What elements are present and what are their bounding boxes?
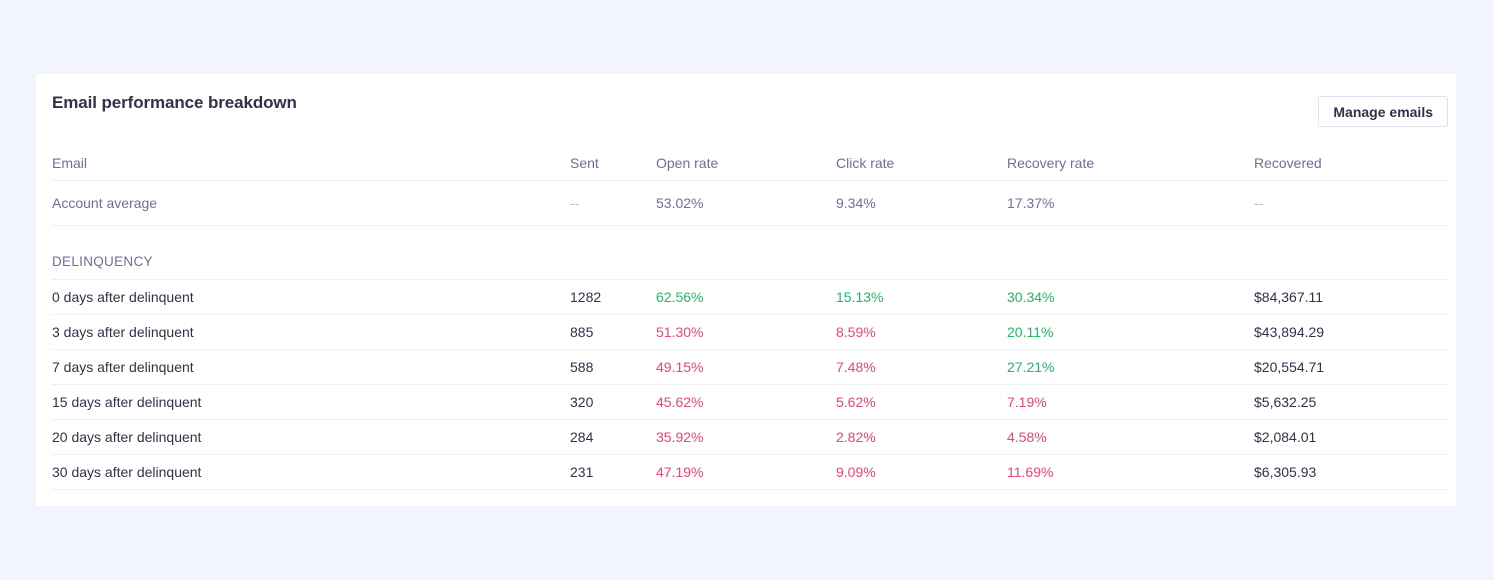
- column-header-sent: Sent: [570, 146, 656, 181]
- account-average-sent: --: [570, 180, 656, 226]
- open-rate-cell: 45.62%: [656, 384, 836, 420]
- email-performance-table: Email Sent Open rate Click rate Recovery…: [52, 146, 1448, 490]
- open-rate-cell: 35.92%: [656, 419, 836, 455]
- sent-cell: 231: [570, 454, 656, 490]
- email-rows: 0 days after delinquent 1282 62.56% 15.13% 3…: [52, 279, 1448, 490]
- open-rate-cell: 51.30%: [656, 314, 836, 350]
- recovered-cell: $20,554.71: [1254, 349, 1448, 385]
- click-rate-cell: 2.82%: [836, 419, 1007, 455]
- sent-cell: 320: [570, 384, 656, 420]
- open-rate-cell: 62.56%: [656, 279, 836, 315]
- account-average-recovered: --: [1254, 180, 1448, 226]
- manage-emails-button[interactable]: Manage emails: [1318, 96, 1448, 127]
- recovery-rate-cell: 30.34%: [1007, 279, 1254, 315]
- account-average-open-rate: 53.02%: [656, 180, 836, 226]
- table-row[interactable]: 0 days after delinquent 1282 62.56% 15.13% 3…: [52, 279, 1448, 315]
- sent-cell: 885: [570, 314, 656, 350]
- email-cell: 20 days after delinquent: [52, 419, 570, 455]
- recovered-cell: $84,367.11: [1254, 279, 1448, 315]
- recovered-cell: $43,894.29: [1254, 314, 1448, 350]
- recovered-cell: $2,084.01: [1254, 419, 1448, 455]
- column-header-recovered: Recovered: [1254, 146, 1448, 181]
- click-rate-cell: 9.09%: [836, 454, 1007, 490]
- email-cell: 3 days after delinquent: [52, 314, 570, 350]
- table-header-row: Email Sent Open rate Click rate Recovery…: [52, 146, 1448, 181]
- sent-cell: 588: [570, 349, 656, 385]
- recovery-rate-cell: 27.21%: [1007, 349, 1254, 385]
- column-header-recovery-rate: Recovery rate: [1007, 146, 1254, 181]
- recovered-cell: $6,305.93: [1254, 454, 1448, 490]
- section-label-delinquency: DELINQUENCY: [52, 225, 1448, 280]
- column-header-click-rate: Click rate: [836, 146, 1007, 181]
- account-average-click-rate: 9.34%: [836, 180, 1007, 226]
- email-cell: 7 days after delinquent: [52, 349, 570, 385]
- recovery-rate-cell: 11.69%: [1007, 454, 1254, 490]
- click-rate-cell: 7.48%: [836, 349, 1007, 385]
- recovery-rate-cell: 7.19%: [1007, 384, 1254, 420]
- sent-cell: 284: [570, 419, 656, 455]
- table-row[interactable]: 7 days after delinquent 588 49.15% 7.48% 27.…: [52, 349, 1448, 385]
- email-cell: 30 days after delinquent: [52, 454, 570, 490]
- click-rate-cell: 15.13%: [836, 279, 1007, 315]
- email-performance-card: Email performance breakdown Manage email…: [36, 74, 1456, 506]
- click-rate-cell: 8.59%: [836, 314, 1007, 350]
- card-title: Email performance breakdown: [52, 93, 297, 112]
- account-average-label: Account average: [52, 180, 570, 226]
- email-cell: 15 days after delinquent: [52, 384, 570, 420]
- account-average-row: Account average -- 53.02% 9.34% 17.37% -…: [52, 180, 1448, 226]
- table-row[interactable]: 30 days after delinquent 231 47.19% 9.09% 11…: [52, 454, 1448, 490]
- open-rate-cell: 49.15%: [656, 349, 836, 385]
- open-rate-cell: 47.19%: [656, 454, 836, 490]
- table-row[interactable]: 20 days after delinquent 284 35.92% 2.82% 4.…: [52, 419, 1448, 455]
- account-average-recovery-rate: 17.37%: [1007, 180, 1254, 226]
- sent-cell: 1282: [570, 279, 656, 315]
- section-header-row: DELINQUENCY: [52, 225, 1448, 280]
- column-header-open-rate: Open rate: [656, 146, 836, 181]
- recovery-rate-cell: 4.58%: [1007, 419, 1254, 455]
- column-header-email: Email: [52, 146, 570, 181]
- click-rate-cell: 5.62%: [836, 384, 1007, 420]
- email-cell: 0 days after delinquent: [52, 279, 570, 315]
- table-row[interactable]: 15 days after delinquent 320 45.62% 5.62% 7.…: [52, 384, 1448, 420]
- table-row[interactable]: 3 days after delinquent 885 51.30% 8.59% 20.…: [52, 314, 1448, 350]
- recovered-cell: $5,632.25: [1254, 384, 1448, 420]
- recovery-rate-cell: 20.11%: [1007, 314, 1254, 350]
